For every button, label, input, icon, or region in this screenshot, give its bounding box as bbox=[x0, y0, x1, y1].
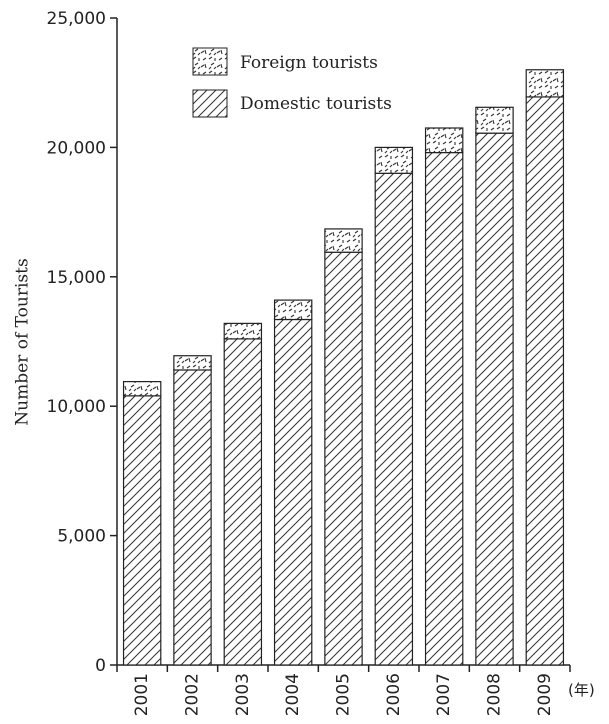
x-tick-label: 2006 bbox=[384, 673, 404, 716]
y-tick-label: 25,000 bbox=[47, 9, 106, 29]
bar-domestic-2005 bbox=[324, 251, 363, 666]
x-tick-label: 2007 bbox=[434, 673, 454, 716]
bar-domestic-2006 bbox=[374, 172, 414, 666]
bar-foreign-2004 bbox=[273, 299, 313, 321]
bar-domestic-2009 bbox=[525, 96, 565, 666]
bar-foreign-2007 bbox=[424, 127, 464, 154]
y-tick-label: 15,000 bbox=[47, 268, 106, 288]
x-tick-label: 2009 bbox=[535, 673, 555, 716]
x-tick-label: 2002 bbox=[183, 673, 203, 716]
legend-swatch-domestic bbox=[192, 89, 228, 118]
bar-domestic-2004 bbox=[273, 318, 313, 666]
legend-label-domestic: Domestic tourists bbox=[240, 94, 392, 114]
y-ticks: 0 5,000 10,000 15,000 20,000 25,000 bbox=[47, 9, 117, 676]
bar-foreign-2006 bbox=[374, 146, 414, 174]
x-tick-label: 2005 bbox=[334, 673, 354, 716]
bar-domestic-2007 bbox=[424, 151, 464, 666]
legend-label-foreign: Foreign tourists bbox=[240, 53, 378, 73]
bar-foreign-2008 bbox=[475, 106, 514, 134]
bar-domestic-2001 bbox=[122, 395, 162, 666]
bar-foreign-2005 bbox=[324, 228, 363, 253]
x-tick-label: 2004 bbox=[283, 673, 303, 716]
legend: Foreign tourists Domestic tourists bbox=[192, 47, 392, 118]
x-ticks: 2001 2002 2003 2004 2005 2006 2007 2008 2009 bbox=[116, 665, 571, 716]
bar-foreign-2002 bbox=[173, 355, 212, 371]
y-tick-label: 5,000 bbox=[57, 527, 106, 547]
x-tick-label: 2008 bbox=[485, 673, 505, 716]
bar-foreign-2001 bbox=[122, 381, 162, 397]
bar-domestic-2002 bbox=[173, 369, 212, 666]
x-unit-label: (年) bbox=[568, 681, 595, 699]
bar-domestic-2008 bbox=[475, 132, 514, 666]
bar-foreign-2009 bbox=[525, 69, 565, 98]
y-axis-title: Number of Tourists bbox=[13, 258, 33, 425]
bar-foreign-2003 bbox=[223, 322, 263, 340]
y-tick-label: 0 bbox=[95, 656, 106, 676]
y-tick-label: 20,000 bbox=[47, 138, 106, 158]
x-tick-label: 2003 bbox=[233, 673, 253, 716]
x-tick-label: 2001 bbox=[132, 673, 152, 716]
y-tick-label: 10,000 bbox=[47, 397, 106, 417]
bars bbox=[122, 69, 565, 666]
bar-domestic-2003 bbox=[223, 338, 263, 666]
legend-swatch-foreign bbox=[192, 47, 228, 76]
